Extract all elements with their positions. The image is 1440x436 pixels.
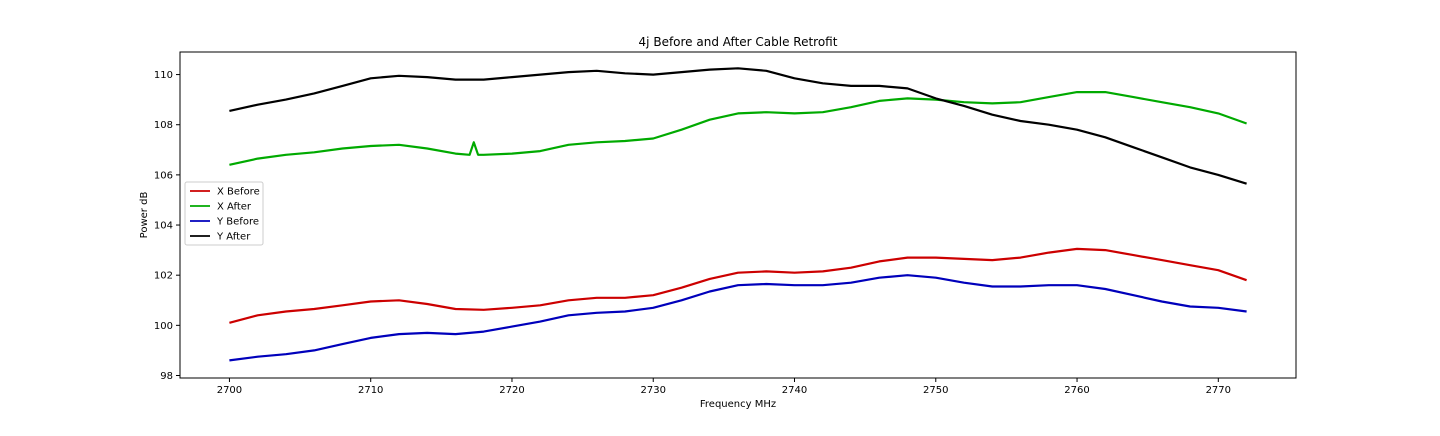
- x-tick-label: 2710: [358, 385, 383, 396]
- x-tick-label: 2720: [499, 385, 524, 396]
- x-tick-label: 2740: [782, 385, 807, 396]
- y-tick-label: 102: [154, 271, 173, 282]
- y-tick-label: 104: [154, 221, 173, 232]
- series-line-x-after: [229, 90, 1247, 166]
- y-axis-label: Power dB: [139, 192, 150, 239]
- series-layer: [229, 67, 1247, 362]
- plot-area: [179, 51, 1297, 379]
- y-tick-label: 98: [160, 371, 173, 382]
- x-axis-label: Frequency MHz: [700, 399, 776, 410]
- legend: X Before X After Y Before Y After: [184, 181, 264, 246]
- y-tick-label: 100: [154, 321, 173, 332]
- y-tick-label: 106: [154, 170, 173, 181]
- x-tick-label: 2750: [923, 385, 948, 396]
- legend-label-x-before: X Before: [217, 187, 260, 198]
- chart-title: 4j Before and After Cable Retrofit: [639, 35, 838, 49]
- x-tick-label: 2760: [1064, 385, 1089, 396]
- x-tick-label: 2700: [217, 385, 242, 396]
- series-line-y-after: [229, 67, 1247, 185]
- x-tick-label: 2770: [1206, 385, 1231, 396]
- x-axis: 2700 2710 2720 2730 2740 2750 2760 2770: [217, 378, 1231, 396]
- y-tick-label: 110: [154, 70, 173, 81]
- y-tick-label: 108: [154, 120, 173, 131]
- legend-label-y-before: Y Before: [216, 217, 259, 228]
- plot-frame: [179, 51, 1297, 379]
- legend-box: [184, 181, 264, 246]
- legend-label-y-after: Y After: [216, 232, 251, 243]
- series-line-x-before: [229, 247, 1247, 324]
- legend-label-x-after: X After: [217, 202, 252, 213]
- x-tick-label: 2730: [641, 385, 666, 396]
- series-line-y-before: [229, 274, 1247, 362]
- y-axis: 98 100 102 104 106 108 110: [154, 70, 180, 382]
